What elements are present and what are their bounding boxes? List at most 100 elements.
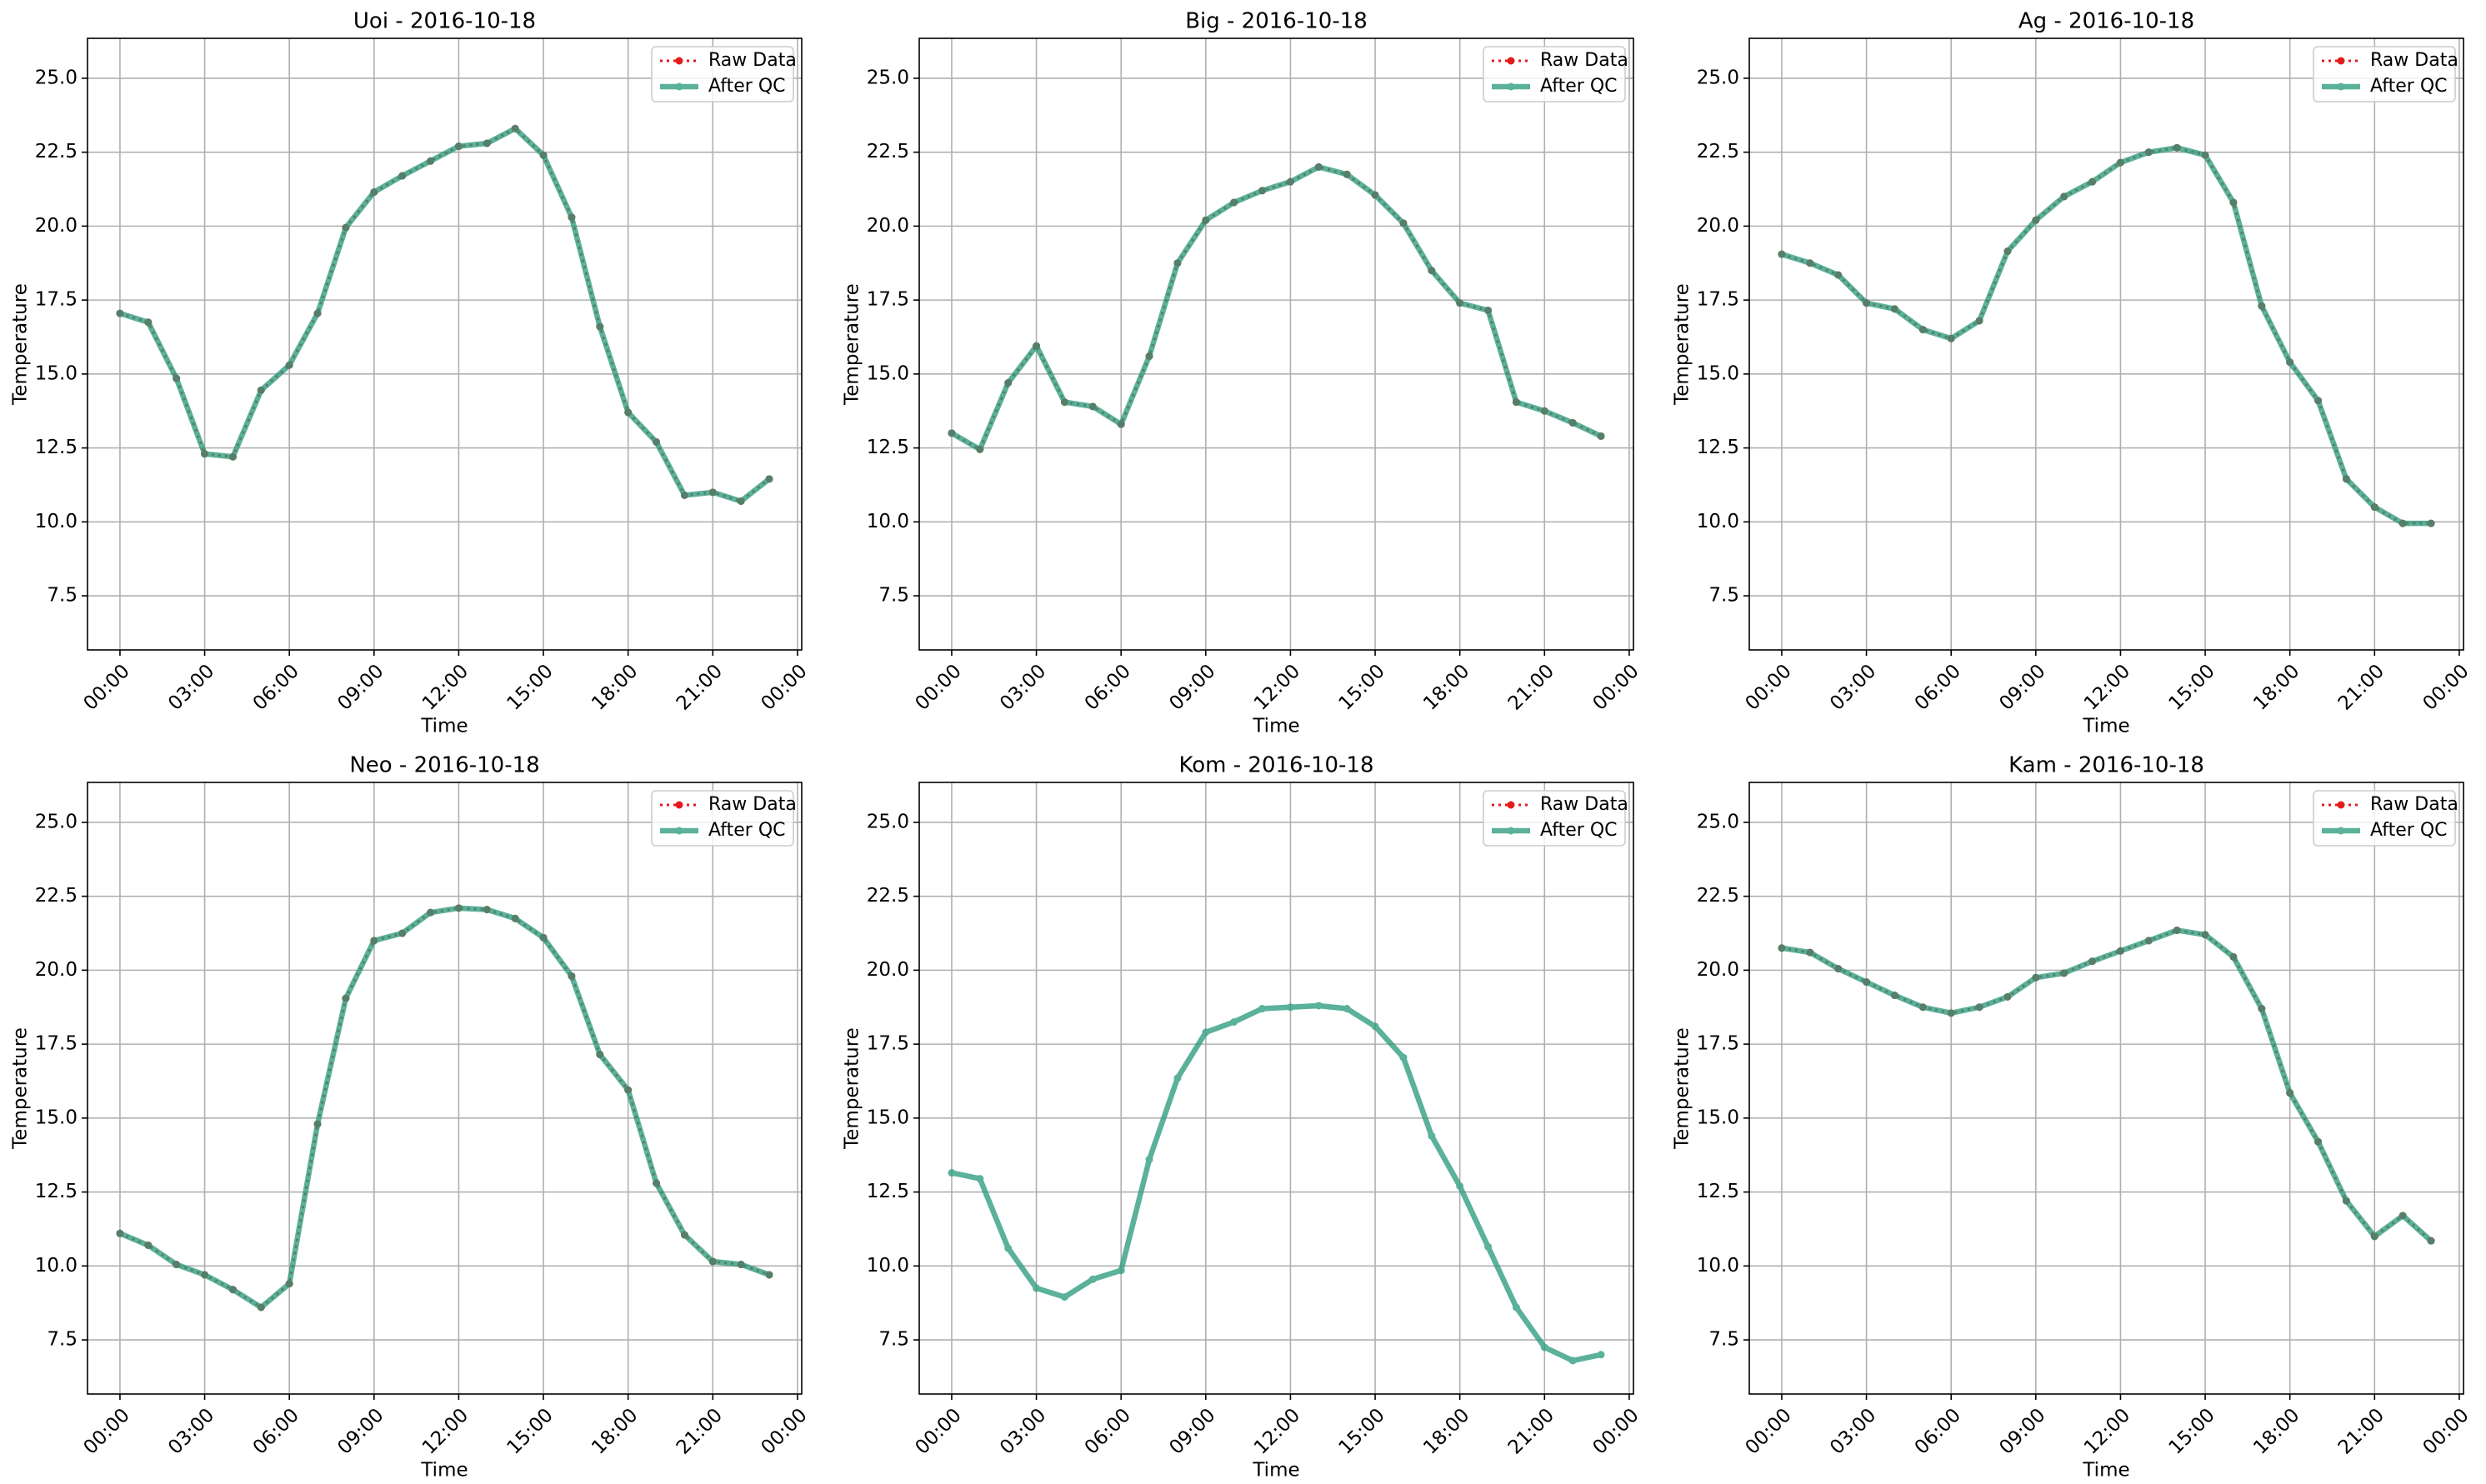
y-tick-label: 10.0 xyxy=(867,1255,909,1277)
data-point xyxy=(2342,475,2350,483)
data-point xyxy=(737,1261,745,1269)
data-point xyxy=(1258,1005,1267,1013)
data-point xyxy=(1314,162,1323,171)
data-point xyxy=(1975,1003,1983,1012)
data-point xyxy=(1834,271,1843,279)
data-point xyxy=(765,1271,773,1279)
data-point xyxy=(427,157,435,165)
data-point xyxy=(948,429,956,437)
y-axis-label: Temperature xyxy=(10,1027,32,1150)
plot-area xyxy=(88,782,802,1394)
data-point xyxy=(1314,1002,1323,1010)
data-point xyxy=(2003,992,2012,1001)
data-point xyxy=(1484,1242,1493,1251)
y-tick-label: 10.0 xyxy=(867,511,909,532)
y-tick-label: 7.5 xyxy=(878,585,909,607)
data-point xyxy=(1540,1343,1548,1352)
y-tick-label: 15.0 xyxy=(1697,362,1739,384)
data-point xyxy=(144,318,153,327)
plot-area xyxy=(1749,38,2463,650)
legend-entry xyxy=(660,827,698,835)
y-tick-label: 15.0 xyxy=(867,1107,909,1128)
plot-area xyxy=(1749,782,2463,1394)
x-tick-label: 12:00 xyxy=(1250,660,1304,714)
y-tick-label: 7.5 xyxy=(1708,1329,1739,1351)
legend-entry xyxy=(660,82,698,91)
data-point xyxy=(568,213,576,222)
x-tick-label: 00:00 xyxy=(912,1404,966,1458)
x-tick-label: 18:00 xyxy=(2249,660,2303,714)
x-tick-label: 06:00 xyxy=(249,1404,303,1458)
x-tick-label: 21:00 xyxy=(673,1404,727,1458)
data-point xyxy=(1371,1022,1379,1031)
plot-area xyxy=(88,38,802,650)
x-tick-label: 12:00 xyxy=(418,660,473,714)
subplot: 00:00 03:00 06:00 09:00 12:00 15:00 18:00 21:00… xyxy=(842,9,1643,737)
x-tick-label: 21:00 xyxy=(2334,660,2388,714)
data-point xyxy=(285,1280,293,1288)
y-tick-label: 20.0 xyxy=(35,959,78,981)
data-point xyxy=(1512,398,1520,407)
x-tick-label: 18:00 xyxy=(1419,1404,1473,1458)
data-line xyxy=(950,164,1603,452)
data-point xyxy=(948,1169,956,1177)
data-line xyxy=(118,126,772,504)
series xyxy=(948,1002,1605,1365)
chart-title: Kam - 2016-10-18 xyxy=(2008,753,2204,778)
data-point xyxy=(201,450,209,458)
data-point xyxy=(2116,947,2124,955)
data-point xyxy=(2003,247,2012,256)
legend-label: After QC xyxy=(2370,76,2448,97)
x-tick-label: 09:00 xyxy=(1995,1404,2049,1458)
data-point xyxy=(483,139,491,147)
x-axis-label: Time xyxy=(2082,1460,2129,1482)
legend-entry xyxy=(2322,827,2360,835)
data-point xyxy=(539,151,548,159)
data-point xyxy=(708,488,717,497)
y-tick-label: 25.0 xyxy=(1697,67,1739,88)
x-tick-label: 09:00 xyxy=(333,660,388,714)
data-point xyxy=(201,1271,209,1279)
y-tick-label: 10.0 xyxy=(35,511,78,532)
x-tick-label: 06:00 xyxy=(1081,1404,1135,1458)
x-tick-label: 03:00 xyxy=(164,660,218,714)
data-point xyxy=(1117,420,1125,428)
data-point xyxy=(2201,931,2209,939)
x-tick-label: 12:00 xyxy=(418,1404,473,1458)
data-point xyxy=(1145,1156,1153,1164)
data-point xyxy=(342,223,350,232)
data-point xyxy=(1863,978,1871,987)
legend-marker xyxy=(1507,82,1515,91)
x-tick-label: 18:00 xyxy=(588,660,642,714)
x-tick-label: 15:00 xyxy=(503,1404,558,1458)
x-tick-label: 06:00 xyxy=(249,660,303,714)
y-tick-label: 22.5 xyxy=(35,141,78,162)
legend-entry xyxy=(660,57,698,65)
y-tick-label: 15.0 xyxy=(35,1107,78,1128)
y-tick-label: 22.5 xyxy=(867,141,909,162)
y-tick-label: 25.0 xyxy=(35,67,78,88)
data-point xyxy=(2173,143,2181,152)
axes-frame xyxy=(87,782,803,1395)
data-point xyxy=(2370,503,2378,512)
data-point xyxy=(2398,1212,2407,1220)
data-point xyxy=(2314,1137,2323,1146)
subplot: 00:00 03:00 06:00 09:00 12:00 15:00 18:00 21:00… xyxy=(10,9,812,737)
legend-marker xyxy=(2337,57,2345,65)
y-tick-label: 7.5 xyxy=(878,1329,909,1351)
data-point xyxy=(1033,342,1041,350)
x-tick-label: 18:00 xyxy=(1419,660,1473,714)
data-point xyxy=(2144,937,2153,945)
legend-label: Raw Data xyxy=(2370,794,2458,815)
data-point xyxy=(1428,267,1436,275)
data-point xyxy=(257,386,265,394)
data-point xyxy=(1230,198,1238,207)
y-tick-label: 25.0 xyxy=(867,67,909,88)
y-tick-label: 25.0 xyxy=(1697,811,1739,832)
x-tick-label: 15:00 xyxy=(1335,1404,1389,1458)
data-point xyxy=(2060,192,2068,201)
data-point xyxy=(680,1231,688,1239)
legend-entry xyxy=(2322,82,2360,91)
data-point xyxy=(1343,170,1351,178)
